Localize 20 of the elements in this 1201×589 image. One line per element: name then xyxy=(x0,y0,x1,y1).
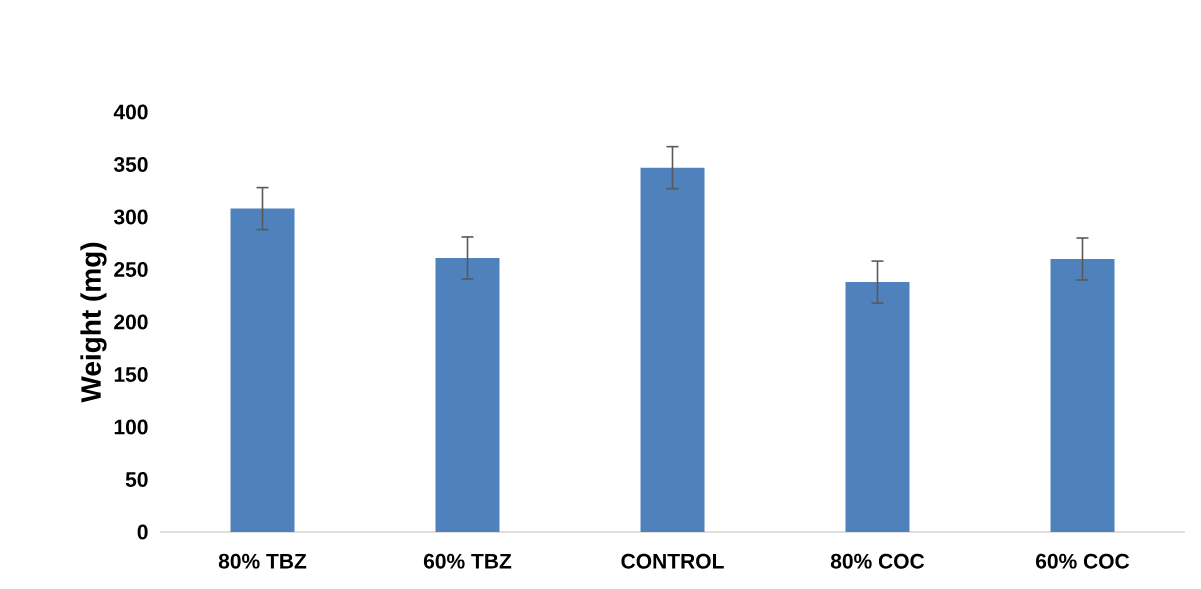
y-tick-label: 350 xyxy=(113,157,148,172)
bar xyxy=(640,167,705,532)
bar xyxy=(435,257,500,532)
x-tick-label: 80% TBZ xyxy=(218,553,307,569)
y-tick-label: 400 xyxy=(113,104,148,120)
x-tick-label: 80% COC xyxy=(830,553,925,569)
bar xyxy=(230,208,295,532)
y-tick-label: 250 xyxy=(114,262,148,277)
bar xyxy=(1050,259,1115,532)
bar xyxy=(845,282,910,532)
x-tick-label: 60% COC xyxy=(1035,553,1130,569)
y-tick-label: 300 xyxy=(113,209,148,225)
y-tick-label: 100 xyxy=(114,419,148,435)
y-tick-label: 200 xyxy=(114,314,148,330)
y-axis-title: Weight (mg) xyxy=(80,242,107,403)
x-tick-label: 60% TBZ xyxy=(423,553,512,569)
x-tick-label: CONTROL xyxy=(621,553,724,569)
y-tick-label: 0 xyxy=(137,524,148,540)
y-tick-label: 150 xyxy=(114,367,148,382)
y-tick-label: 50 xyxy=(125,472,148,487)
